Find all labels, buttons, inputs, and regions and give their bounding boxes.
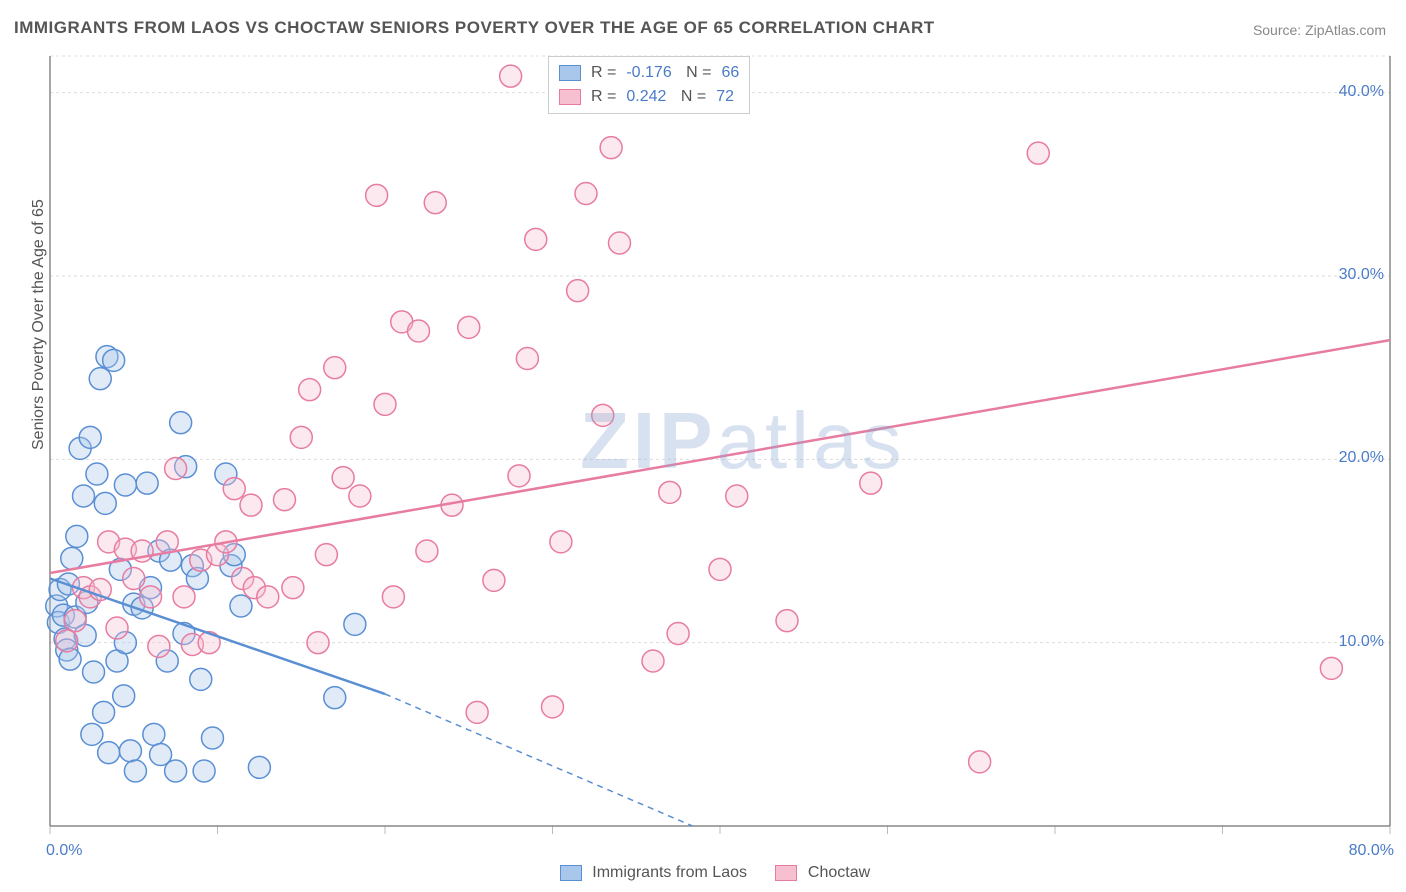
legend-label-laos: Immigrants from Laos (592, 864, 747, 881)
legend-label-choctaw: Choctaw (808, 864, 870, 881)
axis-tick-label: 40.0% (1339, 83, 1384, 101)
swatch-choctaw (559, 89, 581, 105)
axis-tick-label: 10.0% (1339, 633, 1384, 651)
axis-tick-label: 0.0% (46, 842, 82, 860)
stats-row-laos: R =-0.176 N =66 (559, 61, 739, 85)
stats-row-choctaw: R =0.242 N =72 (559, 85, 739, 109)
legend-swatch-choctaw (775, 865, 797, 881)
scatter-chart (0, 0, 1406, 892)
correlation-stats-box: R =-0.176 N =66 R =0.242 N =72 (548, 56, 750, 114)
x-axis-legend: Immigrants from Laos Choctaw (0, 864, 1406, 882)
chart-container: IMMIGRANTS FROM LAOS VS CHOCTAW SENIORS … (0, 0, 1406, 892)
legend-swatch-laos (560, 865, 582, 881)
swatch-laos (559, 65, 581, 81)
axis-tick-label: 80.0% (1349, 842, 1394, 860)
axis-tick-label: 30.0% (1339, 266, 1384, 284)
axis-tick-label: 20.0% (1339, 449, 1384, 467)
